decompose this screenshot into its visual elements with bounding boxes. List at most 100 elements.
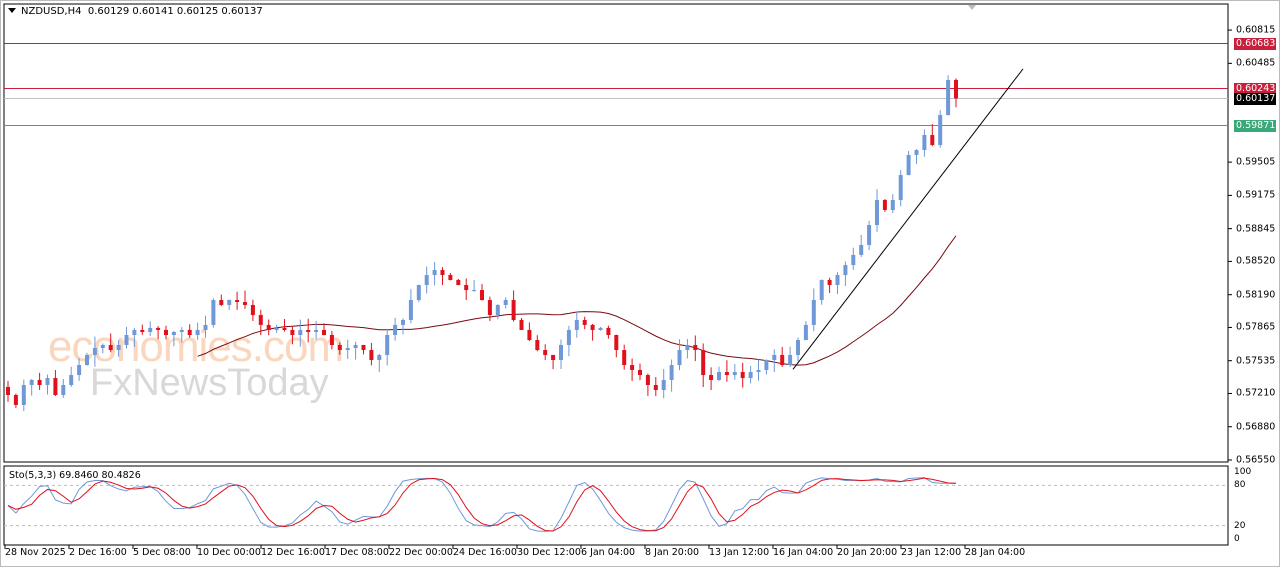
bear-candle <box>108 344 113 351</box>
bull-candle <box>345 348 350 351</box>
bull-candle <box>764 360 769 370</box>
bull-candle <box>92 348 97 355</box>
time-tick-label: 28 Jan 04:00 <box>965 547 1026 558</box>
bear-candle <box>582 319 587 325</box>
bull-candle <box>677 350 682 366</box>
bull-candle <box>503 300 508 305</box>
bull-candle <box>685 344 690 351</box>
bear-candle <box>535 340 540 351</box>
bear-candle <box>37 379 42 385</box>
bear-candle <box>701 350 706 376</box>
stochastic-axis-label: 80 <box>1234 480 1246 491</box>
bull-candle <box>796 340 800 355</box>
price-tick-label: 0.58190 <box>1236 289 1276 301</box>
price-tick-label: 0.56880 <box>1236 421 1276 433</box>
bear-candle <box>361 344 366 351</box>
bear-candle <box>551 354 556 360</box>
bull-candle <box>788 354 793 366</box>
bear-candle <box>930 135 935 145</box>
bull-candle <box>559 344 563 360</box>
bull-candle <box>148 327 153 332</box>
shift-marker-icon <box>968 5 976 10</box>
bull-candle <box>314 329 319 332</box>
bull-candle <box>393 324 398 335</box>
bear-candle <box>954 79 958 99</box>
level-tag-support: 0.59871 <box>1234 119 1276 132</box>
bull-candle <box>408 300 413 320</box>
bear-candle <box>527 329 532 341</box>
bear-candle <box>337 344 342 351</box>
bear-candle <box>614 335 619 351</box>
ohlc-values: 0.60129 0.60141 0.60125 0.60137 <box>87 6 263 17</box>
stochastic-axis-label: 0 <box>1234 534 1240 544</box>
bear-candle <box>590 324 595 330</box>
bear-candle <box>164 329 168 335</box>
bear-candle <box>645 375 650 385</box>
dropdown-triangle-icon[interactable] <box>8 8 16 13</box>
bull-candle <box>203 324 208 330</box>
bull-candle <box>179 329 184 332</box>
chart-title: NZDUSD,H4 0.60129 0.60141 0.60125 0.6013… <box>8 6 263 17</box>
bull-candle <box>946 79 951 116</box>
bear-candle <box>13 394 18 405</box>
bear-candle <box>140 329 145 332</box>
bull-candle <box>938 115 943 145</box>
stochastic-label: Sto(5,3,3) 69.8460 80.4826 <box>9 470 141 481</box>
bull-candle <box>756 369 761 372</box>
stochastic-signal-line <box>7 477 957 532</box>
level-tag-resistance: 0.60243 <box>1234 82 1276 95</box>
bull-candle <box>574 319 579 330</box>
bull-candle <box>811 300 816 325</box>
bull-candle <box>85 354 89 366</box>
bear-candle <box>709 375 714 380</box>
bull-candle <box>922 135 927 151</box>
bear-candle <box>322 329 326 335</box>
bear-candle <box>519 319 524 330</box>
bull-candle <box>69 375 74 385</box>
bull-candle <box>377 354 382 360</box>
bear-candle <box>487 300 492 316</box>
level-tag-resistance: 0.60683 <box>1234 37 1276 50</box>
bull-candle <box>843 265 848 276</box>
bear-candle <box>448 275 453 280</box>
bull-candle <box>819 279 824 301</box>
price-tick-label: 0.60815 <box>1236 24 1276 36</box>
time-tick-label: 8 Jan 20:00 <box>645 547 700 558</box>
bull-candle <box>598 327 603 330</box>
bear-candle <box>480 290 484 301</box>
price-tick-label: 0.58520 <box>1236 255 1276 267</box>
bull-candle <box>914 150 919 155</box>
bear-candle <box>235 300 240 303</box>
bear-candle <box>266 324 271 330</box>
stochastic-axis-label: 100 <box>1234 467 1252 477</box>
bull-candle <box>195 329 200 335</box>
price-tick-label: 0.57535 <box>1236 355 1276 367</box>
price-tick-label: 0.58845 <box>1236 223 1276 235</box>
bull-candle <box>116 344 121 351</box>
time-tick-label: 6 Jan 04:00 <box>581 547 636 558</box>
bull-candle <box>669 365 674 380</box>
bull-candle <box>21 385 26 405</box>
bull-candle <box>401 319 405 325</box>
bull-candle <box>432 269 437 276</box>
price-tick-label: 0.56550 <box>1236 454 1276 466</box>
price-tick-label: 0.57865 <box>1236 321 1276 333</box>
bull-candle <box>875 200 879 226</box>
bull-candle <box>772 354 777 360</box>
bear-candle <box>6 386 10 395</box>
bull-candle <box>124 335 129 345</box>
bull-candle <box>132 329 137 335</box>
bull-candle <box>859 244 864 255</box>
time-tick-label: 5 Dec 08:00 <box>133 547 191 558</box>
bull-candle <box>748 371 753 379</box>
price-tick-label: 0.59505 <box>1236 156 1276 168</box>
bull-candle <box>353 344 358 349</box>
bear-candle <box>630 365 635 370</box>
watermark-fxnewstoday: FxNewsToday <box>90 362 329 404</box>
stochastic-axis-label: 20 <box>1234 520 1246 531</box>
price-tick-label: 0.59175 <box>1236 189 1276 201</box>
bear-candle <box>369 350 374 360</box>
